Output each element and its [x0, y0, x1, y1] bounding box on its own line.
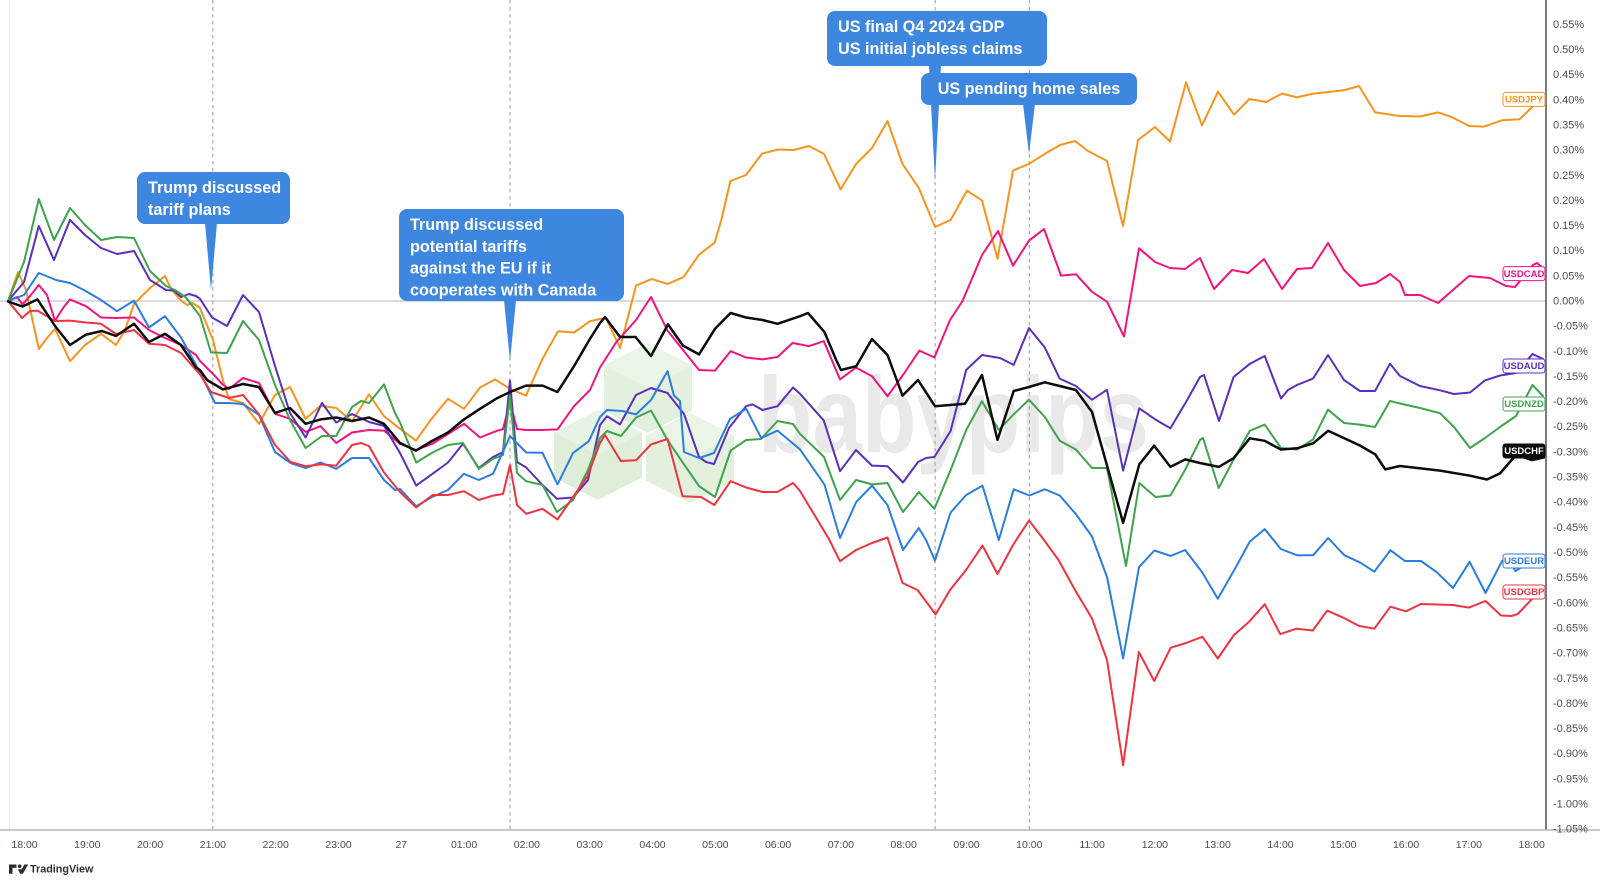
svg-text:TradingView: TradingView	[30, 864, 94, 876]
svg-text:Trump discussed: Trump discussed	[410, 216, 543, 234]
svg-text:22:00: 22:00	[263, 839, 289, 851]
svg-text:USDNZD: USDNZD	[1504, 399, 1544, 410]
svg-text:-0.75%: -0.75%	[1553, 673, 1588, 685]
svg-text:10:00: 10:00	[1016, 839, 1042, 851]
svg-text:02:00: 02:00	[514, 839, 540, 851]
svg-text:-0.10%: -0.10%	[1553, 346, 1588, 358]
svg-text:20:00: 20:00	[137, 839, 163, 851]
svg-text:-0.85%: -0.85%	[1553, 723, 1588, 735]
svg-text:14:00: 14:00	[1267, 839, 1293, 851]
svg-text:US final Q4 2024 GDP: US final Q4 2024 GDP	[838, 18, 1005, 36]
svg-text:07:00: 07:00	[828, 839, 854, 851]
svg-text:0.05%: 0.05%	[1553, 270, 1584, 282]
svg-text:-0.35%: -0.35%	[1553, 472, 1588, 484]
svg-text:19:00: 19:00	[74, 839, 100, 851]
svg-text:USDCAD: USDCAD	[1504, 269, 1545, 280]
svg-text:-0.55%: -0.55%	[1553, 572, 1588, 584]
svg-text:-0.45%: -0.45%	[1553, 522, 1588, 534]
svg-text:27: 27	[395, 839, 407, 851]
svg-text:USDJPY: USDJPY	[1505, 95, 1544, 106]
svg-text:16:00: 16:00	[1393, 839, 1419, 851]
svg-text:0.55%: 0.55%	[1553, 19, 1584, 31]
svg-text:09:00: 09:00	[953, 839, 979, 851]
svg-text:babypips: babypips	[758, 354, 1149, 475]
svg-text:US initial jobless claims: US initial jobless claims	[838, 40, 1022, 58]
svg-text:0.45%: 0.45%	[1553, 69, 1584, 81]
svg-text:0.20%: 0.20%	[1553, 195, 1584, 207]
svg-text:0.00%: 0.00%	[1553, 296, 1584, 308]
svg-text:-0.70%: -0.70%	[1553, 648, 1588, 660]
svg-text:18:00: 18:00	[1519, 839, 1545, 851]
svg-text:03:00: 03:00	[577, 839, 603, 851]
svg-text:-0.20%: -0.20%	[1553, 396, 1588, 408]
svg-text:23:00: 23:00	[325, 839, 351, 851]
svg-text:cooperates with Canada: cooperates with Canada	[410, 281, 597, 299]
svg-text:04:00: 04:00	[639, 839, 665, 851]
svg-text:08:00: 08:00	[891, 839, 917, 851]
svg-text:USDGBP: USDGBP	[1504, 587, 1545, 598]
svg-text:-0.40%: -0.40%	[1553, 497, 1588, 509]
svg-text:05:00: 05:00	[702, 839, 728, 851]
svg-text:0.10%: 0.10%	[1553, 245, 1584, 257]
svg-text:-0.05%: -0.05%	[1553, 321, 1588, 333]
svg-text:0.35%: 0.35%	[1553, 120, 1584, 132]
svg-text:against the EU if it: against the EU if it	[410, 260, 552, 278]
svg-text:USDAUD: USDAUD	[1504, 361, 1545, 372]
svg-text:-0.60%: -0.60%	[1553, 597, 1588, 609]
svg-text:-1.05%: -1.05%	[1553, 824, 1588, 836]
svg-text:Trump discussed: Trump discussed	[148, 179, 281, 197]
svg-text:USDCHF: USDCHF	[1504, 446, 1544, 457]
svg-text:12:00: 12:00	[1142, 839, 1168, 851]
svg-text:potential tariffs: potential tariffs	[410, 238, 527, 256]
svg-text:tariff plans: tariff plans	[148, 201, 231, 219]
svg-text:13:00: 13:00	[1205, 839, 1231, 851]
svg-text:-0.25%: -0.25%	[1553, 421, 1588, 433]
svg-text:-0.90%: -0.90%	[1553, 748, 1588, 760]
svg-text:-0.30%: -0.30%	[1553, 446, 1588, 458]
svg-text:-0.95%: -0.95%	[1553, 773, 1588, 785]
svg-text:0.25%: 0.25%	[1553, 170, 1584, 182]
svg-text:-0.65%: -0.65%	[1553, 623, 1588, 635]
svg-text:US pending home sales: US pending home sales	[938, 80, 1121, 98]
svg-text:0.50%: 0.50%	[1553, 44, 1584, 56]
svg-text:-0.80%: -0.80%	[1553, 698, 1588, 710]
svg-text:15:00: 15:00	[1330, 839, 1356, 851]
svg-text:21:00: 21:00	[200, 839, 226, 851]
svg-text:01:00: 01:00	[451, 839, 477, 851]
svg-text:-0.50%: -0.50%	[1553, 547, 1588, 559]
svg-text:11:00: 11:00	[1079, 839, 1105, 851]
svg-text:0.40%: 0.40%	[1553, 94, 1584, 106]
svg-text:0.30%: 0.30%	[1553, 145, 1584, 157]
svg-text:-0.15%: -0.15%	[1553, 371, 1588, 383]
svg-text:0.15%: 0.15%	[1553, 220, 1584, 232]
svg-text:USDEUR: USDEUR	[1504, 556, 1544, 567]
svg-text:-1.00%: -1.00%	[1553, 799, 1588, 811]
svg-text:17:00: 17:00	[1456, 839, 1482, 851]
svg-text:06:00: 06:00	[765, 839, 791, 851]
svg-text:18:00: 18:00	[11, 839, 37, 851]
